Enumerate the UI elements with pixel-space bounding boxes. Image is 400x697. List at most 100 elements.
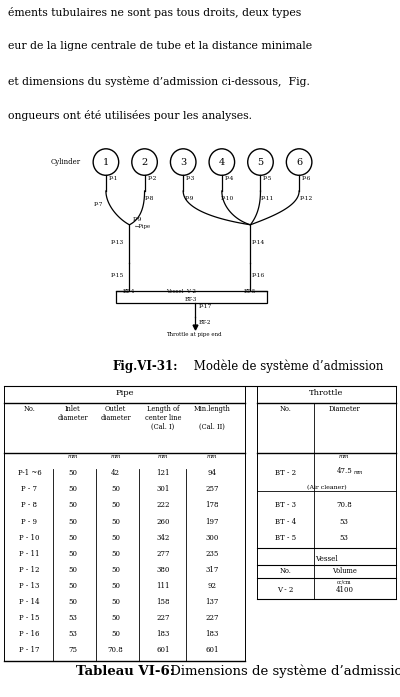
Text: Diameter: Diameter — [328, 405, 360, 413]
Text: P-10: P-10 — [221, 197, 234, 201]
Text: 342: 342 — [156, 534, 170, 542]
Text: 50: 50 — [111, 550, 120, 558]
Text: Length of
center line
(Cal. I): Length of center line (Cal. I) — [144, 405, 181, 431]
Text: mm: mm — [339, 454, 350, 459]
Text: mm: mm — [110, 454, 121, 459]
Text: BT-4: BT-4 — [123, 289, 135, 294]
Text: Tableau VI-6:: Tableau VI-6: — [76, 665, 175, 677]
Text: Cylinder: Cylinder — [50, 158, 81, 166]
Text: 53: 53 — [68, 630, 77, 638]
Text: 50: 50 — [68, 485, 77, 493]
Text: 50: 50 — [68, 550, 77, 558]
Text: V - 2: V - 2 — [277, 586, 294, 594]
Text: 4100: 4100 — [335, 586, 353, 594]
Text: 50: 50 — [111, 582, 120, 590]
Text: éments tubulaires ne sont pas tous droits, deux types: éments tubulaires ne sont pas tous droit… — [8, 7, 301, 18]
Text: P - 8: P - 8 — [22, 501, 38, 510]
Text: 6: 6 — [296, 158, 302, 167]
Text: Throttle: Throttle — [309, 389, 344, 397]
Text: 47.5: 47.5 — [336, 467, 352, 475]
Text: Fig.VI-31:: Fig.VI-31: — [112, 360, 178, 373]
Text: 178: 178 — [205, 501, 218, 510]
Text: P-5: P-5 — [263, 176, 273, 181]
Text: 227: 227 — [156, 614, 170, 622]
Text: P - 9: P - 9 — [22, 517, 38, 526]
Text: 317: 317 — [205, 566, 218, 574]
Text: 227: 227 — [205, 614, 218, 622]
Text: 301: 301 — [156, 485, 170, 493]
Text: 50: 50 — [111, 485, 120, 493]
Text: 50: 50 — [68, 582, 77, 590]
Text: P-9: P-9 — [185, 197, 194, 201]
Text: 2: 2 — [142, 158, 148, 167]
Text: 42: 42 — [111, 469, 120, 477]
Text: P-17: P-17 — [198, 305, 212, 309]
Text: 601: 601 — [205, 646, 218, 654]
Text: 50: 50 — [111, 517, 120, 526]
Text: 158: 158 — [156, 598, 170, 606]
Text: mm: mm — [206, 454, 217, 459]
Text: Vessel: Vessel — [315, 555, 338, 563]
Text: 50: 50 — [68, 566, 77, 574]
Text: 197: 197 — [205, 517, 218, 526]
Text: 70.8: 70.8 — [336, 501, 352, 510]
Text: P - 15: P - 15 — [19, 614, 40, 622]
Text: 50: 50 — [68, 501, 77, 510]
Text: 50: 50 — [68, 534, 77, 542]
Text: P-14: P-14 — [252, 240, 265, 245]
Text: No.: No. — [280, 567, 291, 574]
Text: 50: 50 — [111, 566, 120, 574]
Text: Volume: Volume — [332, 567, 357, 574]
Text: P-9: P-9 — [133, 217, 142, 222]
Text: 75: 75 — [68, 646, 77, 654]
Text: 92: 92 — [207, 582, 216, 590]
Text: 183: 183 — [205, 630, 218, 638]
Text: Modèle de système d’admission: Modèle de système d’admission — [190, 360, 383, 374]
Text: 5: 5 — [258, 158, 264, 167]
Text: P-16: P-16 — [252, 273, 265, 278]
Text: No.: No. — [280, 405, 291, 413]
Bar — [116, 291, 267, 303]
Text: P-12: P-12 — [300, 197, 313, 201]
Text: mm: mm — [158, 454, 168, 459]
Text: 53: 53 — [68, 614, 77, 622]
Text: 70.8: 70.8 — [108, 646, 124, 654]
Text: P-11: P-11 — [261, 197, 274, 201]
Text: No.: No. — [24, 405, 36, 413]
Text: Inlet
diameter: Inlet diameter — [57, 405, 88, 422]
Text: BT - 2: BT - 2 — [275, 469, 296, 477]
Text: 111: 111 — [156, 582, 170, 590]
Text: 50: 50 — [68, 517, 77, 526]
Text: 94: 94 — [207, 469, 216, 477]
Text: 121: 121 — [156, 469, 170, 477]
Text: P-4: P-4 — [224, 176, 234, 181]
Text: 53: 53 — [340, 517, 349, 526]
Text: 260: 260 — [156, 517, 170, 526]
Text: 50: 50 — [68, 469, 77, 477]
Text: 4: 4 — [219, 158, 225, 167]
Text: P-13: P-13 — [111, 240, 124, 245]
Text: BT-3: BT-3 — [185, 298, 197, 302]
Text: Outlet
diameter: Outlet diameter — [100, 405, 131, 422]
Text: P - 16: P - 16 — [19, 630, 40, 638]
Text: eur de la ligne centrale de tube et la distance minimale: eur de la ligne centrale de tube et la d… — [8, 41, 312, 52]
Text: ←Pipe: ←Pipe — [134, 224, 151, 229]
Text: Dimensions de système d’admission: Dimensions de système d’admission — [166, 664, 400, 678]
Text: BT-5: BT-5 — [244, 289, 256, 294]
Text: 53: 53 — [340, 534, 349, 542]
Text: 257: 257 — [205, 485, 218, 493]
Text: P - 10: P - 10 — [19, 534, 40, 542]
Text: P-15: P-15 — [111, 273, 124, 278]
Text: mm: mm — [353, 470, 363, 475]
Text: P - 11: P - 11 — [19, 550, 40, 558]
Text: P-1: P-1 — [109, 176, 118, 181]
Text: 300: 300 — [205, 534, 218, 542]
Text: 3: 3 — [180, 158, 186, 167]
Text: 183: 183 — [156, 630, 170, 638]
Text: P - 14: P - 14 — [19, 598, 40, 606]
Text: 50: 50 — [111, 501, 120, 510]
Text: P - 13: P - 13 — [19, 582, 40, 590]
Text: cc/cm: cc/cm — [337, 580, 352, 585]
Text: 137: 137 — [205, 598, 218, 606]
Text: Min.length

(Cal. II): Min.length (Cal. II) — [193, 405, 230, 431]
